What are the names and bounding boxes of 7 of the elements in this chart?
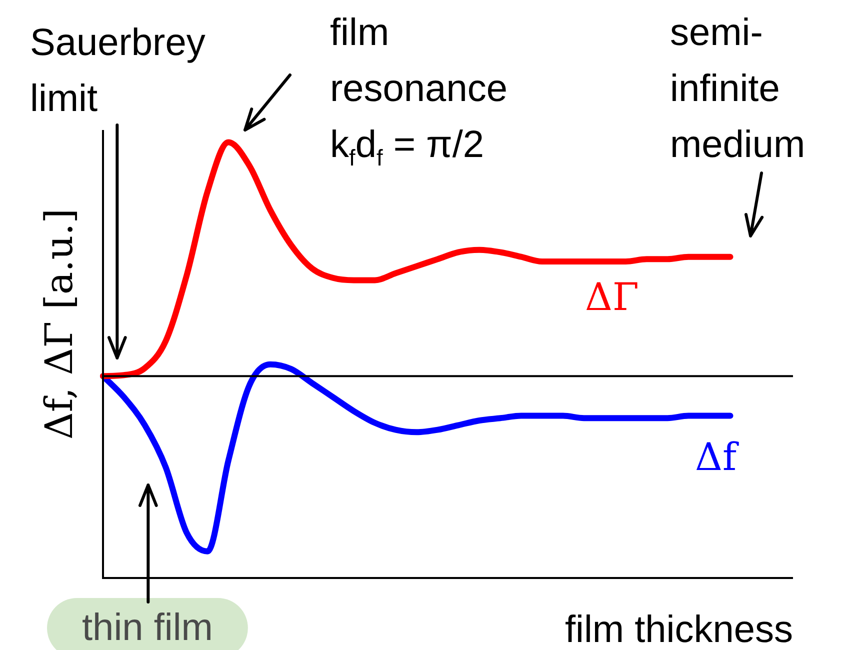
text: Sauerbrey limit [30,22,206,120]
y-axis-title: Δf, ΔΓ [a.u.] [37,208,81,440]
x-axis-title: film thickness [564,609,793,650]
text: thin film [82,607,213,649]
series-label: ΔΓ [585,275,639,319]
series-label: Δf [695,435,740,479]
annotation: semi-infinite medium [670,12,806,166]
